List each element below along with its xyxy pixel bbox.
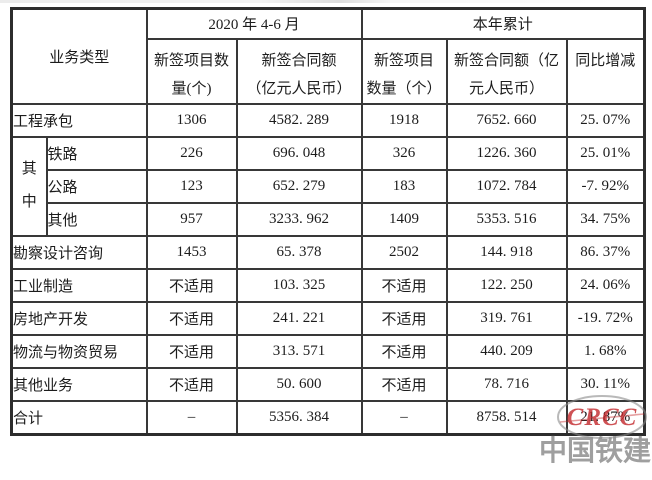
- cell-ytd-amount: 78. 716: [445, 366, 568, 402]
- cell-ytd-projects: –: [360, 399, 448, 436]
- table-row: 工业制造 不适用 103. 325 不适用 122. 250 24. 06%: [10, 267, 646, 303]
- cell-q-projects: 不适用: [145, 366, 238, 402]
- cell-q-amount: 50. 600: [235, 366, 363, 402]
- cell-ytd-projects: 1918: [360, 102, 448, 138]
- cell-ytd-amount: 5353. 516: [445, 201, 568, 237]
- cell-q-amount: 65. 378: [235, 234, 363, 270]
- cell-ytd-projects: 2502: [360, 234, 448, 270]
- cell-business-type: 房地产开发: [10, 300, 148, 336]
- cell-ytd-projects: 326: [360, 135, 448, 171]
- header-row-groups: 业务类型 2020 年 4-6 月 本年累计: [10, 7, 646, 105]
- cell-business-type: 勘察设计咨询: [10, 234, 148, 270]
- header-ytd-new-projects: 新签项目 数量（个）: [360, 37, 448, 105]
- cell-q-amount: 4582. 289: [235, 102, 363, 138]
- table-row: 勘察设计咨询 1453 65. 378 2502 144. 918 86. 37…: [10, 234, 646, 270]
- header-q-new-contract-amount: 新签合同额 （亿元人民币）: [235, 37, 363, 105]
- cell-q-projects: –: [145, 399, 238, 436]
- header-business-type: 业务类型: [10, 7, 148, 105]
- business-summary-table: 业务类型 2020 年 4-6 月 本年累计 新签项目数 量(个) 新签合同额 …: [10, 7, 647, 436]
- cell-q-projects: 226: [145, 135, 238, 171]
- header-period-ytd: 本年累计: [360, 7, 646, 40]
- cell-q-projects: 957: [145, 201, 238, 237]
- cell-q-amount: 313. 571: [235, 333, 363, 369]
- photo-edge-artifact: [0, 0, 652, 3]
- cell-business-type: 其他: [45, 201, 148, 237]
- cell-business-type: 铁路: [45, 135, 148, 171]
- cell-q-amount: 652. 279: [235, 168, 363, 204]
- cell-q-projects: 不适用: [145, 267, 238, 303]
- cell-ytd-amount: 144. 918: [445, 234, 568, 270]
- cell-ytd-amount: 7652. 660: [445, 102, 568, 138]
- header-row-columns: 新签项目数 量(个) 新签合同额 （亿元人民币） 新签项目 数量（个） 新签合同…: [12, 37, 646, 105]
- cell-ytd-projects: 183: [360, 168, 448, 204]
- cell-ytd-amount: 1226. 360: [445, 135, 568, 171]
- cell-ytd-projects: 不适用: [360, 267, 448, 303]
- cell-ytd-projects: 不适用: [360, 366, 448, 402]
- cell-q-projects: 123: [145, 168, 238, 204]
- row-group-label: 其 中: [10, 135, 48, 237]
- cell-q-projects: 1306: [145, 102, 238, 138]
- cell-yoy: 1. 68%: [565, 333, 646, 369]
- cell-q-amount: 241. 221: [235, 300, 363, 336]
- cell-yoy: 24. 06%: [565, 267, 646, 303]
- header-period-quarter: 2020 年 4-6 月: [145, 7, 363, 40]
- cell-ytd-amount: 1072. 784: [445, 168, 568, 204]
- cell-yoy: 86. 37%: [565, 234, 646, 270]
- cell-q-projects: 1453: [145, 234, 238, 270]
- cell-ytd-amount: 440. 209: [445, 333, 568, 369]
- cell-q-amount: 103. 325: [235, 267, 363, 303]
- cell-ytd-amount: 122. 250: [445, 267, 568, 303]
- cell-yoy: 25. 01%: [565, 135, 646, 171]
- header-q-new-projects: 新签项目数 量(个): [145, 37, 238, 105]
- crcc-brand-text: 中国铁建: [539, 435, 651, 467]
- cell-q-amount: 696. 048: [235, 135, 363, 171]
- cell-ytd-amount: 8758. 514: [445, 399, 568, 436]
- cell-ytd-projects: 1409: [360, 201, 448, 237]
- table-row: 其 中 铁路 226 696. 048 326 1226. 360 25. 01…: [10, 135, 646, 237]
- cell-business-type: 其他业务: [10, 366, 148, 402]
- cell-q-projects: 不适用: [145, 300, 238, 336]
- header-yoy-change: 同比增减: [565, 37, 646, 105]
- cell-business-type: 工业制造: [10, 267, 148, 303]
- header-ytd-new-contract-amount: 新签合同额（亿 元人民币）: [445, 37, 568, 105]
- table-row-total: 合计 – 5356. 384 – 8758. 514 21. 87%: [10, 399, 646, 436]
- table-row: 房地产开发 不适用 241. 221 不适用 319. 761 -19. 72%: [10, 300, 646, 336]
- cell-ytd-amount: 319. 761: [445, 300, 568, 336]
- table-row: 公路 123 652. 279 183 1072. 784 -7. 92%: [12, 168, 646, 204]
- cell-q-projects: 不适用: [145, 333, 238, 369]
- cell-business-type: 工程承包: [10, 102, 148, 138]
- cell-ytd-projects: 不适用: [360, 300, 448, 336]
- cell-business-type: 物流与物资贸易: [10, 333, 148, 369]
- cell-yoy: 21. 87%: [565, 399, 646, 436]
- cell-yoy: 30. 11%: [565, 366, 646, 402]
- table-row: 其他 957 3233. 962 1409 5353. 516 34. 75%: [12, 201, 646, 237]
- cell-q-amount: 3233. 962: [235, 201, 363, 237]
- cell-yoy: -7. 92%: [565, 168, 646, 204]
- cell-yoy: -19. 72%: [565, 300, 646, 336]
- cell-q-amount: 5356. 384: [235, 399, 363, 436]
- table-row: 工程承包 1306 4582. 289 1918 7652. 660 25. 0…: [10, 102, 646, 138]
- cell-yoy: 34. 75%: [565, 201, 646, 237]
- cell-yoy: 25. 07%: [565, 102, 646, 138]
- cell-business-type: 合计: [10, 399, 148, 436]
- cell-ytd-projects: 不适用: [360, 333, 448, 369]
- cell-business-type: 公路: [45, 168, 148, 204]
- table-row: 其他业务 不适用 50. 600 不适用 78. 716 30. 11%: [10, 366, 646, 402]
- table-row: 物流与物资贸易 不适用 313. 571 不适用 440. 209 1. 68%: [10, 333, 646, 369]
